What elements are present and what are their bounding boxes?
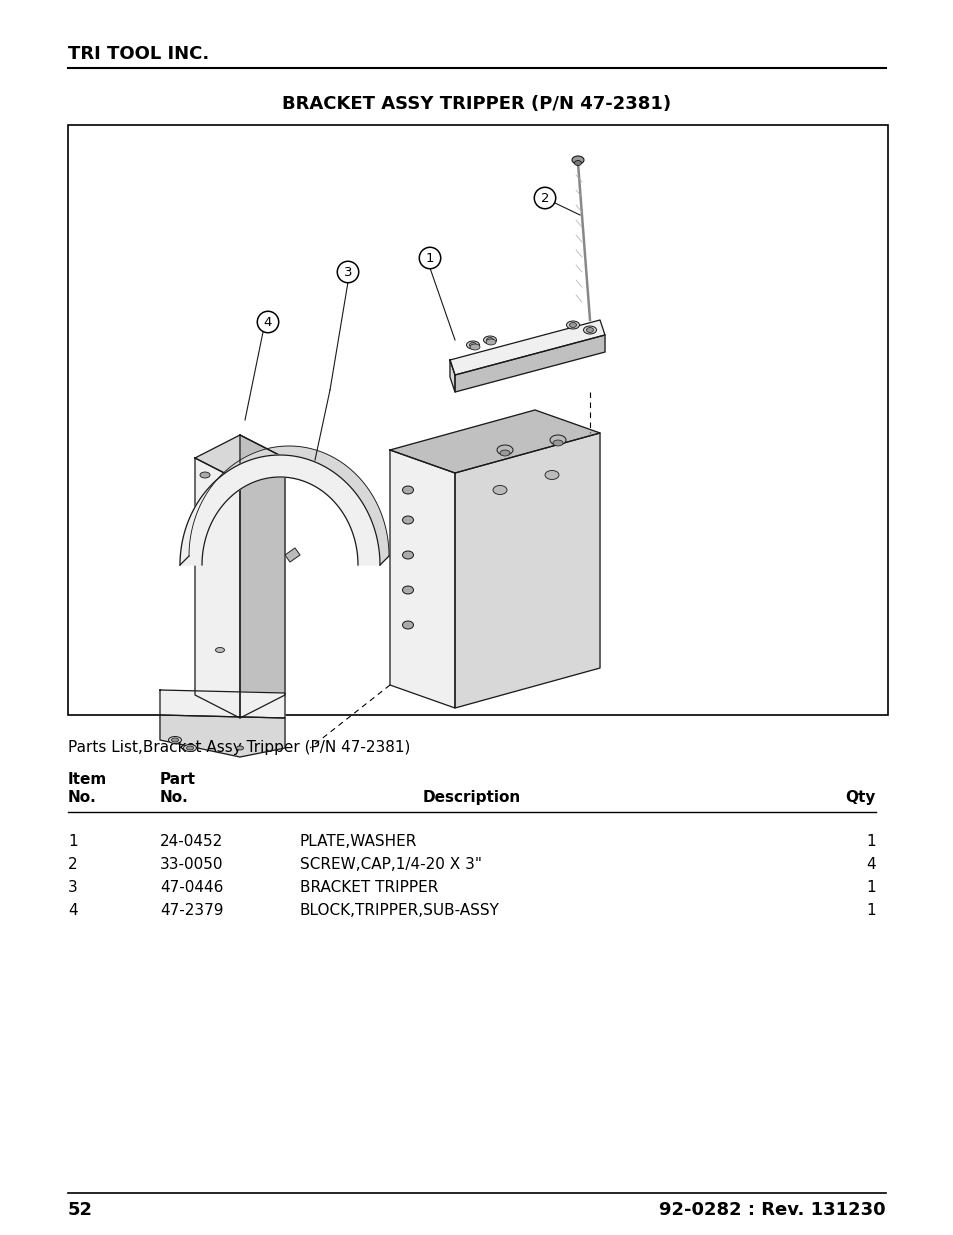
Ellipse shape [169, 736, 181, 743]
Ellipse shape [470, 345, 479, 350]
Polygon shape [285, 548, 299, 562]
Polygon shape [390, 450, 455, 708]
Bar [68, 125, 887, 715]
Ellipse shape [486, 337, 493, 342]
Ellipse shape [499, 450, 510, 456]
Ellipse shape [183, 745, 196, 752]
Text: 33-0050: 33-0050 [160, 857, 223, 872]
Ellipse shape [483, 336, 496, 345]
Polygon shape [240, 435, 285, 718]
Ellipse shape [402, 516, 413, 524]
Text: 1: 1 [865, 834, 875, 848]
Text: BRACKET ASSY TRIPPER (P/N 47-2381): BRACKET ASSY TRIPPER (P/N 47-2381) [282, 95, 671, 112]
Text: 24-0452: 24-0452 [160, 834, 223, 848]
Ellipse shape [236, 746, 243, 750]
Ellipse shape [402, 551, 413, 559]
Text: TRI TOOL INC.: TRI TOOL INC. [68, 44, 209, 63]
Text: 1: 1 [425, 252, 434, 264]
Text: 1: 1 [68, 834, 77, 848]
Ellipse shape [466, 341, 479, 350]
Text: BRACKET TRIPPER: BRACKET TRIPPER [299, 881, 438, 895]
Ellipse shape [493, 485, 506, 494]
Ellipse shape [215, 647, 224, 652]
Ellipse shape [586, 327, 593, 332]
Ellipse shape [569, 322, 576, 327]
Ellipse shape [402, 487, 413, 494]
Polygon shape [450, 359, 455, 391]
Polygon shape [160, 690, 285, 718]
Text: 47-2379: 47-2379 [160, 903, 223, 918]
Text: PLATE,WASHER: PLATE,WASHER [299, 834, 416, 848]
Text: No.: No. [68, 790, 96, 805]
Ellipse shape [402, 621, 413, 629]
Text: Description: Description [422, 790, 520, 805]
Polygon shape [390, 410, 599, 473]
Text: Item: Item [68, 772, 107, 787]
Polygon shape [194, 435, 285, 480]
Ellipse shape [550, 435, 565, 445]
Text: Qty: Qty [844, 790, 875, 805]
Polygon shape [160, 715, 285, 757]
Polygon shape [180, 446, 389, 564]
Text: Parts List,Bracket Assy Tripper (P/N 47-2381): Parts List,Bracket Assy Tripper (P/N 47-… [68, 740, 410, 755]
Ellipse shape [200, 472, 210, 478]
Ellipse shape [544, 471, 558, 479]
Ellipse shape [186, 746, 193, 750]
Text: No.: No. [160, 790, 189, 805]
Ellipse shape [572, 156, 583, 164]
Ellipse shape [574, 161, 581, 165]
Text: 2: 2 [540, 191, 549, 205]
Text: 92-0282 : Rev. 131230: 92-0282 : Rev. 131230 [659, 1200, 885, 1219]
Ellipse shape [402, 585, 413, 594]
Text: 3: 3 [343, 266, 352, 279]
Ellipse shape [583, 326, 596, 333]
Text: BLOCK,TRIPPER,SUB-ASSY: BLOCK,TRIPPER,SUB-ASSY [299, 903, 499, 918]
Polygon shape [180, 454, 379, 564]
Text: Part: Part [160, 772, 195, 787]
Text: 4: 4 [264, 315, 272, 329]
Text: 3: 3 [68, 881, 77, 895]
Text: 4: 4 [68, 903, 77, 918]
Polygon shape [194, 458, 240, 718]
Text: SCREW,CAP,1/4-20 X 3": SCREW,CAP,1/4-20 X 3" [299, 857, 481, 872]
Ellipse shape [469, 342, 476, 347]
Ellipse shape [566, 321, 578, 329]
Text: 4: 4 [865, 857, 875, 872]
Polygon shape [455, 335, 604, 391]
Polygon shape [455, 433, 599, 708]
Ellipse shape [553, 440, 562, 446]
Polygon shape [450, 320, 604, 375]
Text: 1: 1 [865, 903, 875, 918]
Text: 1: 1 [865, 881, 875, 895]
Text: 47-0446: 47-0446 [160, 881, 223, 895]
Ellipse shape [485, 338, 496, 345]
Ellipse shape [172, 739, 178, 742]
Text: 52: 52 [68, 1200, 92, 1219]
Ellipse shape [497, 445, 513, 454]
Text: 2: 2 [68, 857, 77, 872]
